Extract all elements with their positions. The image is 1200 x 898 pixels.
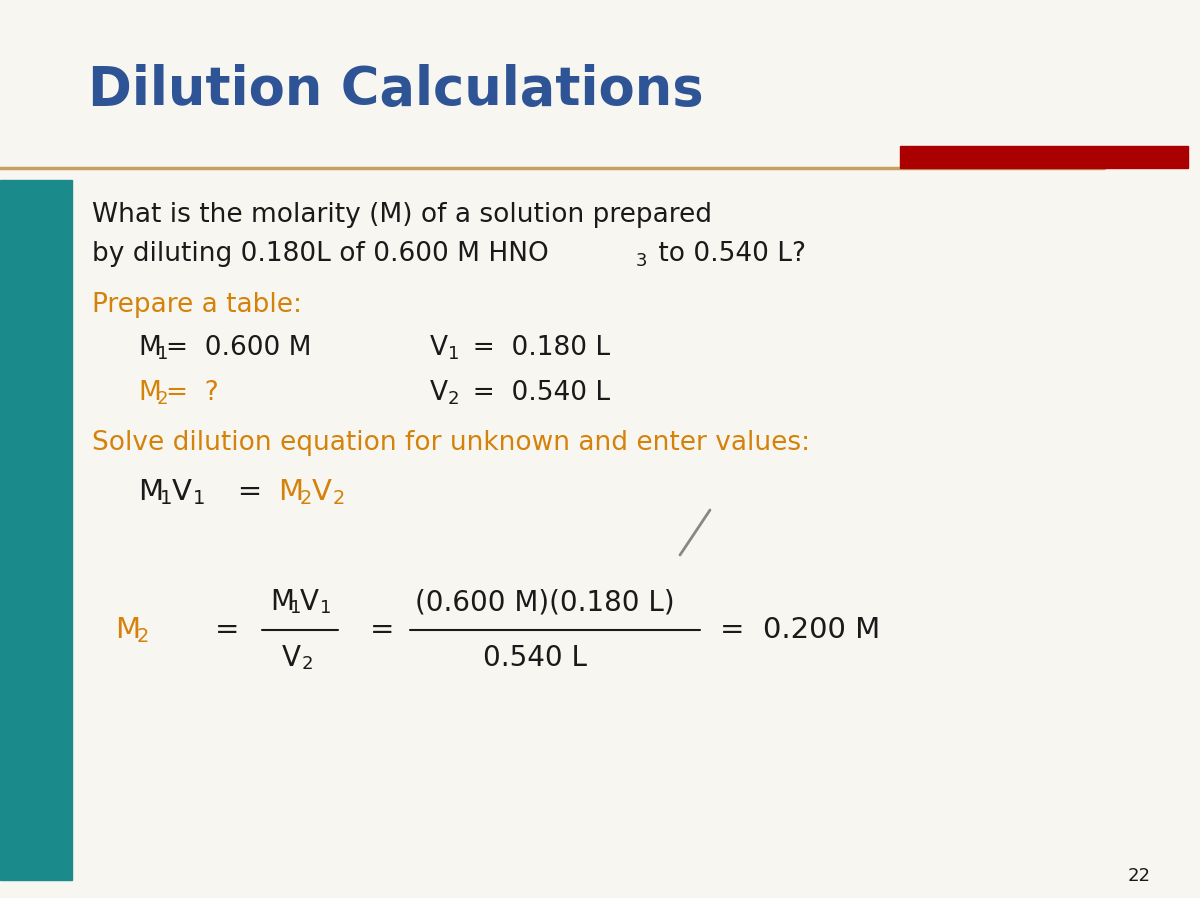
Bar <box>900 146 1188 168</box>
Text: V: V <box>300 588 319 616</box>
Text: V: V <box>312 478 332 506</box>
Text: 3: 3 <box>636 252 648 270</box>
Text: 2: 2 <box>300 489 312 508</box>
Text: 2: 2 <box>157 390 168 408</box>
Text: M: M <box>270 588 294 616</box>
Text: =  0.180 L: = 0.180 L <box>456 335 610 361</box>
Text: Prepare a table:: Prepare a table: <box>92 292 302 318</box>
Text: M: M <box>278 478 304 506</box>
Text: 2: 2 <box>137 628 149 647</box>
Text: 1: 1 <box>290 599 301 617</box>
Text: 2: 2 <box>302 655 313 673</box>
Text: M: M <box>138 380 161 406</box>
Text: 2: 2 <box>334 489 346 508</box>
Text: 22: 22 <box>1128 867 1151 885</box>
Text: V: V <box>430 380 448 406</box>
Text: V: V <box>282 644 301 672</box>
Text: 1: 1 <box>320 599 331 617</box>
Text: 1: 1 <box>448 345 460 363</box>
Text: 0.540 L: 0.540 L <box>482 644 587 672</box>
Text: M: M <box>138 335 161 361</box>
Text: 1: 1 <box>157 345 168 363</box>
Text: 2: 2 <box>448 390 460 408</box>
Text: =: = <box>210 478 281 506</box>
Text: =  0.540 L: = 0.540 L <box>456 380 610 406</box>
Text: V: V <box>172 478 192 506</box>
Text: 1: 1 <box>193 489 205 508</box>
Text: Solve dilution equation for unknown and enter values:: Solve dilution equation for unknown and … <box>92 430 810 456</box>
Text: =  0.600 M: = 0.600 M <box>166 335 312 361</box>
Text: 1: 1 <box>160 489 173 508</box>
Text: M: M <box>138 478 163 506</box>
Bar <box>0 180 72 880</box>
Text: =  0.200 M: = 0.200 M <box>720 616 881 644</box>
Text: to 0.540 L?: to 0.540 L? <box>650 241 806 267</box>
Text: (0.600 M)(0.180 L): (0.600 M)(0.180 L) <box>415 588 674 616</box>
Text: V: V <box>430 335 448 361</box>
Text: M: M <box>115 616 140 644</box>
Text: Dilution Calculations: Dilution Calculations <box>88 64 703 116</box>
Text: =  ?: = ? <box>166 380 218 406</box>
Text: What is the molarity (M) of a solution prepared: What is the molarity (M) of a solution p… <box>92 202 712 228</box>
Text: =: = <box>215 616 240 644</box>
Text: by diluting 0.180L of 0.600 M HNO: by diluting 0.180L of 0.600 M HNO <box>92 241 548 267</box>
Text: =: = <box>370 616 395 644</box>
